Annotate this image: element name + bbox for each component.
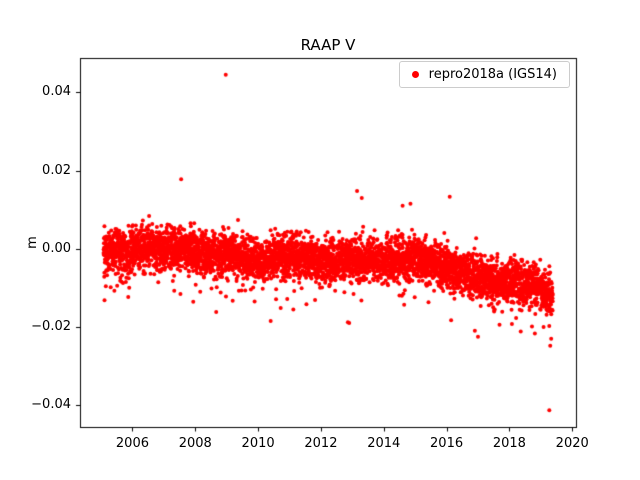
y-tick-label: 0.02 xyxy=(42,162,71,178)
y-tick-label: −0.02 xyxy=(31,318,71,334)
x-tick-label: 2012 xyxy=(304,436,338,451)
legend-label: repro2018a (IGS14) xyxy=(428,67,557,82)
x-tick-label: 2010 xyxy=(241,436,275,451)
x-tick-label: 2014 xyxy=(367,436,401,451)
y-tick-label: 0.00 xyxy=(42,240,71,256)
plot-title: RAAP V xyxy=(300,36,356,54)
x-tick-label: 2006 xyxy=(115,436,149,451)
y-axis-label: m xyxy=(24,236,40,249)
legend: repro2018a (IGS14) xyxy=(398,61,570,88)
x-tick-label: 2018 xyxy=(492,436,526,451)
x-tick-label: 2020 xyxy=(555,436,589,451)
x-tick-label: 2008 xyxy=(178,436,212,451)
legend-marker-dot xyxy=(411,71,419,78)
x-tick-label: 2016 xyxy=(430,436,464,451)
y-tick-label: −0.04 xyxy=(31,397,71,413)
y-tick-label: 0.04 xyxy=(42,84,71,100)
